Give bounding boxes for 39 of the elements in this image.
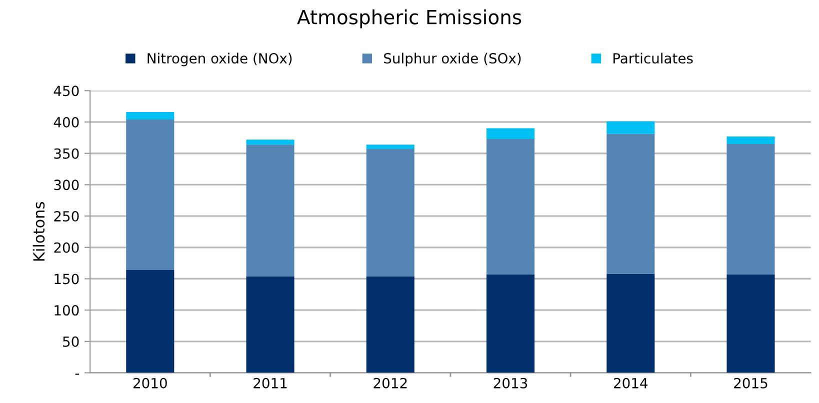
bar — [606, 134, 655, 274]
legend-label: Nitrogen oxide (NOx) — [148, 52, 292, 66]
y-tick-label: 400 — [54, 116, 79, 128]
y-tick-label: 300 — [54, 180, 79, 190]
y-tick-label: 250 — [54, 211, 79, 222]
y-axis-title: Kilotons — [32, 202, 45, 261]
x-tick-label: 2015 — [734, 378, 768, 388]
x-tick-label: 2010 — [133, 378, 167, 388]
y-tick-label: 50 — [63, 336, 79, 347]
x-tick-label: 2013 — [494, 378, 528, 388]
x-tick-label: 2012 — [374, 378, 407, 388]
bar — [486, 138, 535, 274]
bar — [126, 120, 174, 270]
y-tick-label: 150 — [54, 274, 79, 284]
bar — [126, 112, 174, 120]
bar — [726, 274, 775, 373]
y-tick-label: 450 — [54, 86, 79, 96]
bar — [126, 270, 174, 373]
bar — [726, 136, 775, 144]
y-tick-label: 100 — [54, 305, 79, 316]
legend-label: Particulates — [614, 52, 693, 64]
bar — [606, 121, 655, 134]
y-tick-label: 200 — [54, 242, 79, 253]
y-tick-label: - — [75, 374, 79, 375]
bar — [366, 276, 414, 373]
bar — [246, 144, 294, 276]
bar — [486, 128, 535, 139]
bar — [246, 140, 294, 145]
bar — [366, 148, 414, 276]
x-tick-label: 2014 — [614, 378, 648, 388]
bar — [486, 274, 535, 373]
bar — [246, 276, 294, 373]
legend-label: Sulphur oxide (SOx) — [384, 52, 521, 66]
bar — [366, 144, 414, 149]
chart-title: Atmospheric Emissions — [297, 9, 522, 28]
bar — [726, 144, 775, 274]
x-tick-label: 2011 — [254, 378, 287, 388]
y-tick-label: 350 — [54, 148, 79, 159]
bar — [606, 274, 655, 373]
